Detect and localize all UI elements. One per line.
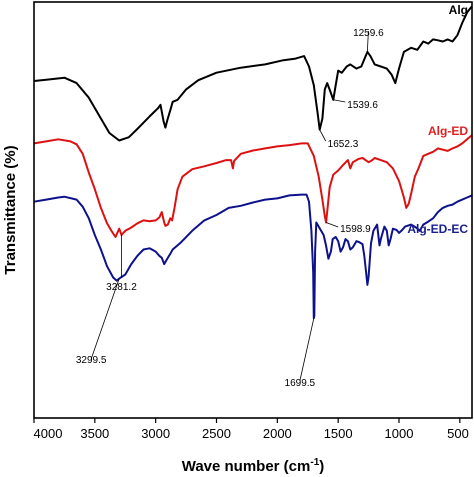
peak-annotation: 1699.5 <box>285 378 316 389</box>
x-axis-ticks: 4000 3500 3000 2500 2000 1500 1000 500 <box>33 418 469 441</box>
x-tick-label: 1500 <box>324 426 353 441</box>
plot-frame <box>33 1 473 419</box>
x-tick-label: 3000 <box>141 426 170 441</box>
x-tick-label: 2000 <box>263 426 292 441</box>
peak-annotation: 3281.2 <box>106 282 137 293</box>
peak-annotation: 1652.3 <box>328 139 359 150</box>
annotation-leader <box>319 129 327 142</box>
x-tick-label: 1000 <box>385 426 414 441</box>
peak-annotation: 3299.5 <box>76 355 107 366</box>
peak-annotation: 1259.6 <box>353 28 384 39</box>
x-tick-label: 500 <box>447 426 469 441</box>
x-tick-label: 2500 <box>202 426 231 441</box>
peak-annotations: 1259.6 1539.6 1652.3 1598.9 3281.2 3299.5 1699… <box>76 28 384 389</box>
spectra-curves <box>33 5 473 320</box>
series-line-alg-ed-ec <box>33 193 473 320</box>
series-labels: Alg Alg-ED Alg-ED-EC <box>407 3 468 236</box>
series-line-alg-ed <box>33 134 473 238</box>
peak-annotation: 1539.6 <box>347 100 378 111</box>
series-line-alg <box>33 5 473 142</box>
y-axis-title: Transmittance (%) <box>2 145 19 274</box>
annotation-leader <box>90 278 120 360</box>
annotation-leader <box>325 222 339 228</box>
x-tick-label: 4000 <box>34 426 63 441</box>
annotation-leader <box>333 99 346 103</box>
series-label-alg: Alg <box>449 3 468 17</box>
series-label-alg-ed: Alg-ED <box>428 124 468 138</box>
series-label-alg-ed-ec: Alg-ED-EC <box>407 222 468 236</box>
peak-annotation: 1598.9 <box>340 224 371 235</box>
x-tick-label: 3500 <box>80 426 109 441</box>
x-axis-title: Wave number (cm-1) <box>182 457 325 475</box>
annotation-leader <box>366 30 369 52</box>
annotation-leader <box>299 318 315 382</box>
